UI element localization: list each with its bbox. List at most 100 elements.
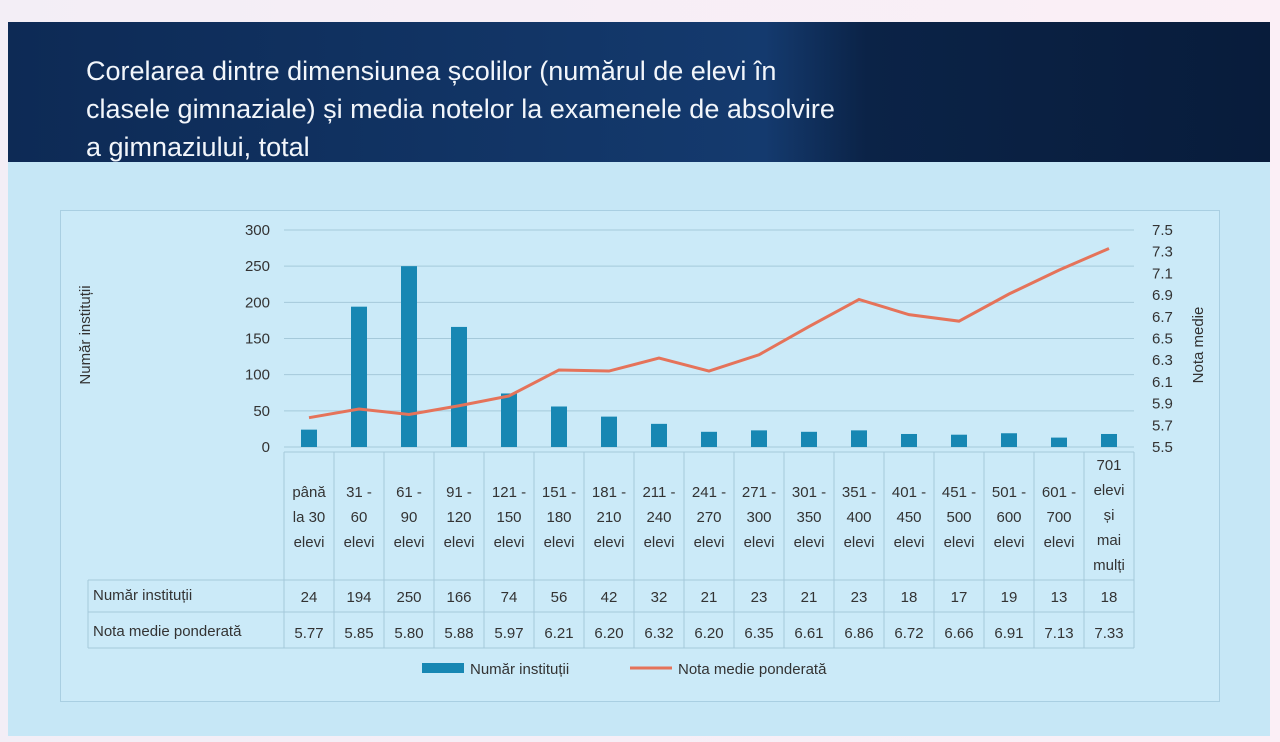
category-label: 121 - bbox=[492, 484, 526, 501]
category-label: elevi bbox=[1044, 534, 1075, 551]
bar bbox=[451, 326, 467, 447]
category-label: elevi bbox=[1094, 482, 1125, 499]
bar bbox=[1101, 433, 1117, 447]
y-tick-label: 300 bbox=[245, 222, 270, 239]
category-label: 501 - bbox=[992, 484, 1026, 501]
category-label: 240 bbox=[646, 509, 671, 526]
data-label: 6.86 bbox=[844, 625, 873, 642]
y2-axis-label: Nota medie bbox=[1190, 307, 1207, 384]
data-label: 6.61 bbox=[794, 625, 823, 642]
y-axis-label: Număr instituții bbox=[77, 285, 94, 384]
bar bbox=[801, 431, 817, 447]
data-label: 17 bbox=[951, 589, 968, 606]
bar bbox=[851, 430, 867, 447]
category-label: până bbox=[292, 484, 326, 501]
data-label: 19 bbox=[1001, 589, 1018, 606]
data-label: 23 bbox=[751, 589, 768, 606]
category-label: elevi bbox=[994, 534, 1025, 551]
category-label: 450 bbox=[896, 509, 921, 526]
data-label: 5.80 bbox=[394, 625, 423, 642]
data-label: 21 bbox=[701, 589, 718, 606]
bar bbox=[551, 406, 567, 447]
data-label: 24 bbox=[301, 589, 318, 606]
y2-tick-label: 6.3 bbox=[1152, 352, 1173, 369]
legend-bar-swatch bbox=[422, 663, 464, 673]
bar bbox=[601, 416, 617, 447]
category-label: 270 bbox=[696, 509, 721, 526]
bar bbox=[901, 433, 917, 447]
slide-title: Corelarea dintre dimensiunea școlilor (n… bbox=[86, 56, 835, 162]
data-label: 6.66 bbox=[944, 625, 973, 642]
data-label: 5.97 bbox=[494, 625, 523, 642]
category-label: elevi bbox=[844, 534, 875, 551]
chart-frame bbox=[60, 210, 1220, 702]
bar bbox=[701, 431, 717, 447]
data-label: 18 bbox=[1101, 589, 1118, 606]
legend-label: Număr instituții bbox=[470, 661, 569, 678]
y2-tick-label: 7.3 bbox=[1152, 244, 1173, 261]
data-label: 6.32 bbox=[644, 625, 673, 642]
y-tick-label: 50 bbox=[253, 403, 270, 420]
table-row-label: Număr instituții bbox=[93, 587, 192, 604]
category-label: 90 bbox=[401, 509, 418, 526]
category-label: 601 - bbox=[1042, 484, 1076, 501]
category-label: 91 - bbox=[446, 484, 472, 501]
y2-tick-label: 5.7 bbox=[1152, 417, 1173, 434]
y2-tick-label: 6.5 bbox=[1152, 331, 1173, 348]
title-band: Corelarea dintre dimensiunea școlilor (n… bbox=[8, 22, 1270, 162]
y-tick-label: 150 bbox=[245, 331, 270, 348]
category-label: elevi bbox=[444, 534, 475, 551]
category-label: 61 - bbox=[396, 484, 422, 501]
data-label: 7.13 bbox=[1044, 625, 1073, 642]
data-label: 7.33 bbox=[1094, 625, 1123, 642]
y2-tick-label: 7.5 bbox=[1152, 222, 1173, 239]
data-label: 21 bbox=[801, 589, 818, 606]
category-label: 400 bbox=[846, 509, 871, 526]
y2-tick-label: 6.9 bbox=[1152, 287, 1173, 304]
bar bbox=[651, 423, 667, 447]
data-label: 18 bbox=[901, 589, 918, 606]
data-label: 23 bbox=[851, 589, 868, 606]
category-label: mai bbox=[1097, 532, 1121, 549]
data-label: 5.85 bbox=[344, 625, 373, 642]
bar bbox=[301, 429, 317, 447]
data-label: 42 bbox=[601, 589, 618, 606]
bar bbox=[1001, 433, 1017, 447]
category-label: elevi bbox=[294, 534, 325, 551]
category-label: la 30 bbox=[293, 509, 326, 526]
category-label: 150 bbox=[496, 509, 521, 526]
category-label: elevi bbox=[544, 534, 575, 551]
category-label: 60 bbox=[351, 509, 368, 526]
category-label: elevi bbox=[494, 534, 525, 551]
category-label: elevi bbox=[694, 534, 725, 551]
category-label: 451 - bbox=[942, 484, 976, 501]
y2-tick-label: 6.1 bbox=[1152, 374, 1173, 391]
category-label: elevi bbox=[894, 534, 925, 551]
category-label: 600 bbox=[996, 509, 1021, 526]
bar bbox=[751, 430, 767, 447]
category-label: 351 - bbox=[842, 484, 876, 501]
bar bbox=[351, 306, 367, 447]
data-label: 5.88 bbox=[444, 625, 473, 642]
category-label: elevi bbox=[794, 534, 825, 551]
data-label: 6.21 bbox=[544, 625, 573, 642]
category-label: 500 bbox=[946, 509, 971, 526]
category-label: 180 bbox=[546, 509, 571, 526]
category-label: 401 - bbox=[892, 484, 926, 501]
category-label: 151 - bbox=[542, 484, 576, 501]
category-label: 211 - bbox=[642, 484, 675, 501]
category-label: și bbox=[1104, 507, 1115, 524]
y-tick-label: 100 bbox=[245, 367, 270, 384]
data-label: 74 bbox=[501, 589, 518, 606]
data-label: 194 bbox=[346, 589, 371, 606]
category-label: 210 bbox=[596, 509, 621, 526]
y-tick-label: 0 bbox=[262, 439, 270, 456]
data-label: 6.20 bbox=[594, 625, 623, 642]
category-label: mulți bbox=[1093, 557, 1125, 574]
line-series bbox=[308, 247, 1110, 420]
category-label: elevi bbox=[644, 534, 675, 551]
category-label: elevi bbox=[944, 534, 975, 551]
y2-tick-label: 7.1 bbox=[1152, 265, 1173, 282]
data-label: 6.91 bbox=[994, 625, 1023, 642]
bar bbox=[501, 393, 517, 447]
